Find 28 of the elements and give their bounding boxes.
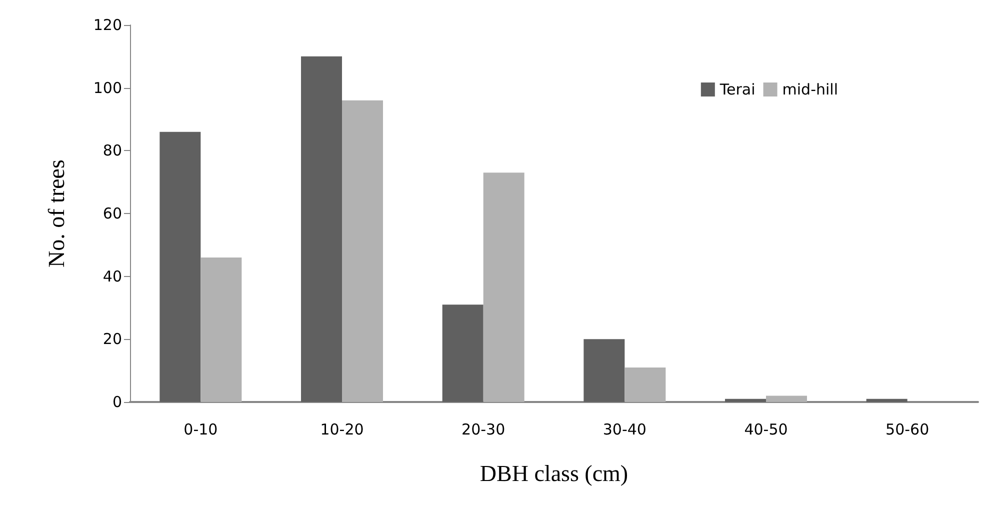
x-tick-label: 40-50 xyxy=(744,420,788,438)
y-tick-label: 120 xyxy=(93,16,122,34)
x-tick-label: 10-20 xyxy=(320,420,364,438)
x-tick-label: 20-30 xyxy=(462,420,506,438)
bar xyxy=(624,367,666,402)
bar xyxy=(766,396,807,402)
y-tick-label: 80 xyxy=(102,142,122,160)
y-tick-label: 40 xyxy=(102,267,122,286)
bar xyxy=(160,132,201,402)
y-axis-title: No. of trees xyxy=(44,159,69,268)
y-tick-label: 60 xyxy=(102,204,122,222)
y-tick-label: 0 xyxy=(112,393,122,411)
bar xyxy=(483,172,524,402)
bar xyxy=(342,100,383,402)
x-tick-label: 30-40 xyxy=(602,420,646,438)
bar xyxy=(584,339,625,402)
legend-label: Terai xyxy=(718,80,756,98)
legend-label: mid-hill xyxy=(782,80,838,98)
x-axis-title: DBH class (cm) xyxy=(480,461,628,486)
bar xyxy=(301,56,342,402)
bar xyxy=(725,398,766,402)
bar xyxy=(200,257,242,402)
x-tick-label: 0-10 xyxy=(184,420,218,438)
y-tick-label: 100 xyxy=(93,78,122,97)
bar xyxy=(866,398,908,402)
x-tick-label: 50-60 xyxy=(886,420,930,438)
y-tick-label: 20 xyxy=(102,330,122,348)
bar xyxy=(442,304,484,402)
